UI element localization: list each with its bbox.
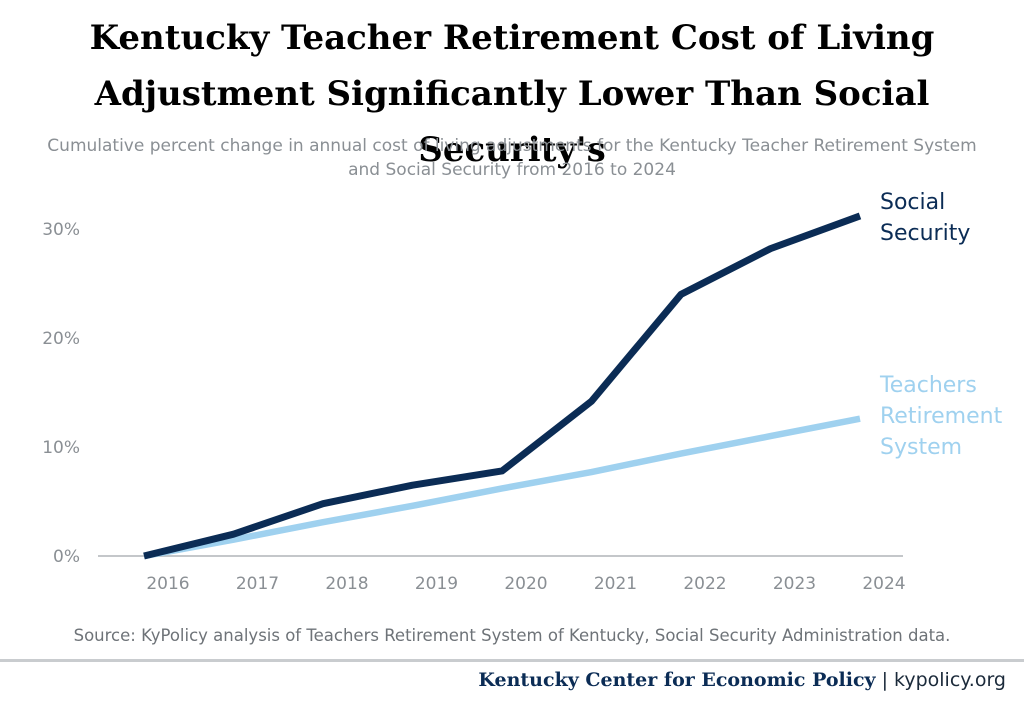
chart-subtitle: Cumulative percent change in annual cost… [0, 134, 1024, 182]
social-security-label-line-1: Social [880, 190, 945, 215]
source-note: Source: KyPolicy analysis of Teachers Re… [73, 626, 951, 645]
y-tick-label: 10% [42, 438, 80, 458]
footer: Kentucky Center for Economic Policy | kypo… [478, 669, 1006, 691]
chart-title-line-2: Adjustment Significantly Lower Than Soci… [94, 74, 930, 170]
x-tick-label: 2018 [325, 574, 368, 594]
chart-subtitle-line-2: and Social Security from 2016 to 2024 [348, 160, 676, 180]
teachers-retirement-line [143, 415, 861, 560]
teachers-retirement-label-line-2: Retirement [880, 404, 1003, 429]
y-tick-label: 0% [53, 547, 80, 567]
chart-title-line-1: Kentucky Teacher Retirement Cost of Livi… [89, 18, 935, 58]
footer-org-name: Kentucky Center for Economic Policy [478, 669, 876, 691]
footer-divider [0, 659, 1024, 662]
teachers-retirement-label-line-3: System [880, 435, 962, 460]
social-security-label-line-2: Security [880, 221, 970, 246]
chart-title: Kentucky Teacher Retirement Cost of Livi… [0, 10, 1024, 178]
footer-website: kypolicy.org [894, 669, 1006, 691]
x-tick-label: 2017 [236, 574, 279, 594]
x-tick-label: 2022 [683, 574, 726, 594]
x-tick-label: 2023 [773, 574, 816, 594]
x-tick-label: 2024 [862, 574, 905, 594]
x-tick-label: 2019 [415, 574, 458, 594]
y-tick-label: 20% [42, 329, 80, 349]
footer-separator: | [881, 669, 888, 691]
teachers-retirement-label-line-1: Teachers [879, 373, 977, 398]
x-tick-label: 2021 [594, 574, 637, 594]
x-tick-label: 2020 [504, 574, 547, 594]
chart-subtitle-line-1: Cumulative percent change in annual cost… [47, 136, 977, 156]
x-tick-label: 2016 [146, 574, 189, 594]
y-tick-label: 30% [42, 220, 80, 240]
social-security-line [143, 212, 862, 560]
